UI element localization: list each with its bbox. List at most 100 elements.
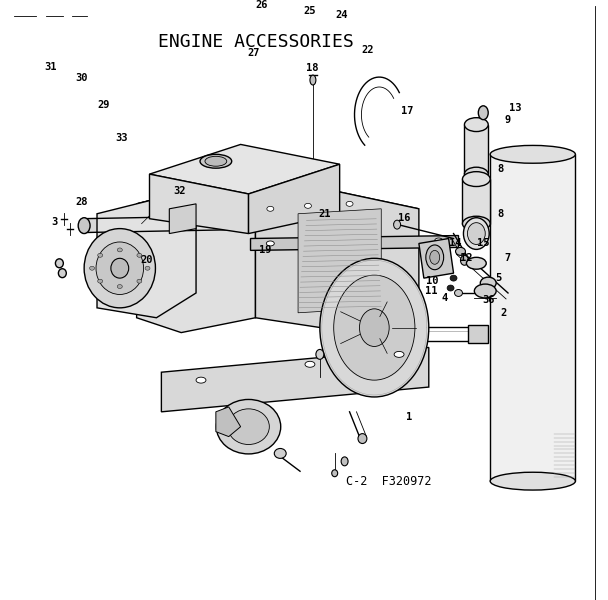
- Text: ENGINE ACCESSORIES: ENGINE ACCESSORIES: [157, 32, 353, 50]
- Text: 3: 3: [51, 217, 58, 227]
- Ellipse shape: [117, 284, 122, 289]
- Ellipse shape: [137, 279, 142, 283]
- Ellipse shape: [480, 277, 496, 289]
- Polygon shape: [161, 347, 429, 412]
- Ellipse shape: [98, 279, 103, 283]
- Text: 31: 31: [44, 62, 57, 72]
- Polygon shape: [468, 325, 488, 343]
- Ellipse shape: [205, 157, 227, 166]
- Ellipse shape: [332, 470, 337, 476]
- Text: 17: 17: [401, 106, 413, 116]
- Ellipse shape: [430, 250, 440, 264]
- Polygon shape: [150, 145, 340, 194]
- Text: 5: 5: [495, 273, 501, 283]
- Text: 27: 27: [247, 49, 260, 58]
- Ellipse shape: [455, 290, 463, 296]
- Polygon shape: [216, 407, 241, 437]
- Ellipse shape: [460, 256, 468, 265]
- Text: 16: 16: [398, 213, 410, 223]
- Polygon shape: [298, 209, 381, 313]
- Ellipse shape: [463, 216, 490, 231]
- Ellipse shape: [200, 154, 232, 168]
- Text: 13: 13: [509, 103, 521, 113]
- Text: 20: 20: [140, 255, 153, 265]
- Ellipse shape: [310, 75, 316, 85]
- Ellipse shape: [435, 238, 443, 243]
- Ellipse shape: [78, 218, 90, 233]
- Text: 28: 28: [75, 197, 88, 207]
- Polygon shape: [137, 174, 419, 239]
- Ellipse shape: [463, 218, 489, 250]
- Text: 21: 21: [319, 209, 331, 219]
- Text: 14: 14: [449, 238, 462, 248]
- Text: 25: 25: [303, 6, 316, 16]
- Ellipse shape: [305, 203, 311, 208]
- Ellipse shape: [465, 167, 488, 181]
- Ellipse shape: [216, 400, 281, 454]
- Text: 26: 26: [255, 0, 268, 10]
- Ellipse shape: [474, 284, 496, 298]
- Ellipse shape: [426, 245, 444, 270]
- Text: 32: 32: [173, 186, 185, 196]
- Ellipse shape: [490, 145, 575, 163]
- Ellipse shape: [465, 118, 488, 131]
- Text: 11: 11: [424, 286, 437, 296]
- Ellipse shape: [447, 285, 454, 291]
- Polygon shape: [150, 174, 249, 233]
- Ellipse shape: [274, 448, 286, 458]
- Ellipse shape: [358, 434, 367, 443]
- Ellipse shape: [145, 266, 150, 270]
- Ellipse shape: [117, 248, 122, 252]
- Text: 36: 36: [482, 295, 494, 305]
- Ellipse shape: [84, 229, 156, 308]
- Polygon shape: [250, 236, 458, 250]
- Text: 8: 8: [497, 209, 503, 219]
- Text: 7: 7: [504, 253, 510, 263]
- Polygon shape: [82, 216, 241, 233]
- Ellipse shape: [341, 457, 348, 466]
- Text: 19: 19: [259, 245, 272, 256]
- Ellipse shape: [334, 275, 415, 380]
- Polygon shape: [463, 179, 490, 224]
- Polygon shape: [255, 174, 419, 343]
- Ellipse shape: [196, 377, 206, 383]
- Text: 33: 33: [116, 133, 128, 143]
- Text: 9: 9: [505, 115, 511, 125]
- Polygon shape: [419, 239, 454, 278]
- Text: 12: 12: [460, 253, 472, 263]
- Text: 22: 22: [361, 46, 374, 55]
- Ellipse shape: [490, 472, 575, 490]
- Ellipse shape: [228, 409, 269, 445]
- Text: 29: 29: [98, 100, 110, 110]
- Text: 8: 8: [497, 164, 503, 174]
- Text: 4: 4: [441, 293, 447, 303]
- Ellipse shape: [466, 257, 486, 269]
- Ellipse shape: [320, 259, 429, 397]
- Polygon shape: [465, 125, 488, 174]
- Text: 18: 18: [306, 63, 318, 73]
- Ellipse shape: [98, 253, 103, 257]
- Ellipse shape: [96, 242, 143, 295]
- Ellipse shape: [316, 349, 324, 359]
- Ellipse shape: [359, 309, 389, 346]
- Ellipse shape: [111, 259, 129, 278]
- Ellipse shape: [393, 220, 401, 229]
- Ellipse shape: [468, 223, 485, 244]
- Polygon shape: [169, 204, 196, 233]
- Text: 1: 1: [406, 412, 412, 422]
- Ellipse shape: [137, 253, 142, 257]
- Ellipse shape: [267, 206, 274, 211]
- Text: 10: 10: [426, 276, 439, 286]
- Polygon shape: [97, 189, 196, 318]
- Ellipse shape: [55, 259, 63, 268]
- Ellipse shape: [58, 269, 66, 278]
- Ellipse shape: [305, 361, 315, 367]
- Text: 24: 24: [336, 10, 348, 20]
- Polygon shape: [490, 154, 575, 481]
- Ellipse shape: [346, 202, 353, 206]
- Text: 2: 2: [500, 308, 506, 318]
- Polygon shape: [137, 174, 255, 332]
- Polygon shape: [249, 164, 340, 233]
- Ellipse shape: [450, 275, 457, 281]
- Ellipse shape: [455, 247, 466, 256]
